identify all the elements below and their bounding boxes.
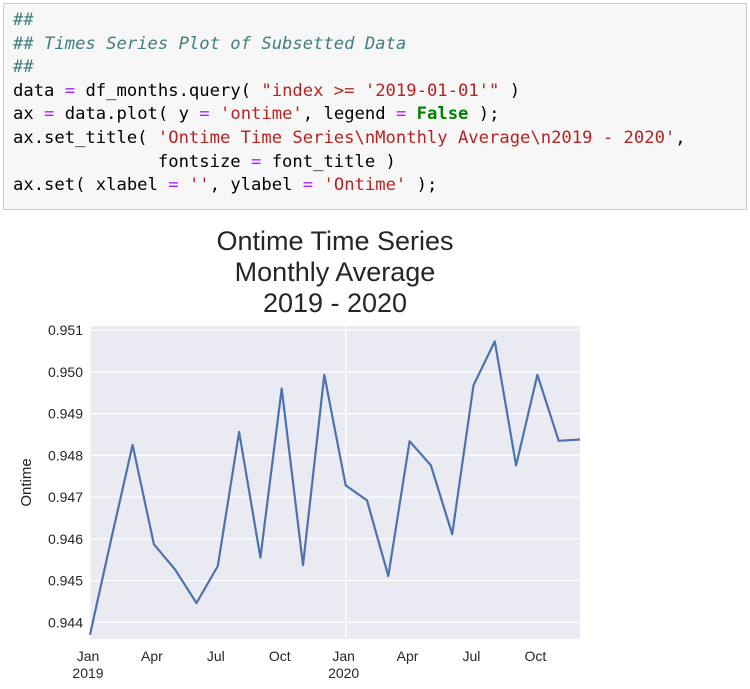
code-token: df_months.query(: [75, 81, 261, 101]
x-tick-year-label: 2019: [72, 665, 103, 681]
code-token: ): [499, 81, 520, 101]
code-token: 'Ontime Time Series\nMonthly Average\n20…: [158, 128, 675, 148]
code-token: 'ontime': [220, 104, 303, 124]
x-tick-label: Jul: [207, 648, 225, 664]
code-line: ## Times Series Plot of Subsetted Data: [13, 33, 746, 57]
y-tick-label: 0.944: [48, 614, 83, 630]
y-tick-label: 0.951: [48, 322, 83, 338]
y-tick-label: 0.947: [48, 489, 83, 505]
code-token: ##: [13, 57, 34, 77]
y-tick-label: 0.948: [48, 447, 83, 463]
code-token: [406, 104, 416, 124]
code-token: [313, 175, 323, 195]
code-token: ax: [13, 104, 44, 124]
code-block: ## ## Times Series Plot of Subsetted Data…: [13, 9, 746, 198]
code-token: data.plot( y: [54, 104, 199, 124]
plot-area: [90, 326, 580, 639]
code-token: );: [468, 104, 499, 124]
code-token: ## Times Series Plot of Subsetted Data: [13, 34, 406, 54]
x-tick-label: Jan: [77, 648, 100, 664]
chart-title-line: 2019 - 2020: [263, 288, 407, 318]
code-token: =: [44, 104, 54, 124]
code-token: =: [303, 175, 313, 195]
code-token: "index >= '2019-01-01'": [261, 81, 499, 101]
code-token: =: [65, 81, 75, 101]
code-token: =: [168, 175, 178, 195]
code-token: data: [13, 81, 65, 101]
code-line: ax.set( xlabel = '', ylabel = 'Ontime' )…: [13, 174, 746, 198]
chart-title-line: Monthly Average: [235, 257, 436, 287]
y-tick-label: 0.949: [48, 406, 83, 422]
code-token: ax.set( xlabel: [13, 175, 168, 195]
code-token: =: [396, 104, 406, 124]
x-tick-label: Apr: [141, 648, 163, 664]
code-token: False: [417, 104, 469, 124]
code-line: ax = data.plot( y = 'ontime', legend = F…: [13, 103, 746, 127]
y-tick-label: 0.945: [48, 573, 83, 589]
x-tick-label: Oct: [525, 648, 547, 664]
code-token: ##: [13, 10, 34, 30]
x-tick-label: Jan: [332, 648, 355, 664]
x-tick-label: Apr: [397, 648, 419, 664]
code-token: [179, 175, 189, 195]
code-line: fontsize = font_title ): [13, 151, 746, 175]
code-line: ax.set_title( 'Ontime Time Series\nMonth…: [13, 127, 746, 151]
code-token: , ylabel: [210, 175, 303, 195]
code-token: 'Ontime': [324, 175, 407, 195]
code-cell[interactable]: ## ## Times Series Plot of Subsetted Data…: [3, 3, 747, 210]
code-token: , legend: [303, 104, 396, 124]
code-line: ##: [13, 9, 746, 33]
code-token: [210, 104, 220, 124]
code-token: ,: [675, 128, 685, 148]
code-line: ##: [13, 56, 746, 80]
y-tick-label: 0.950: [48, 364, 83, 380]
x-tick-label: Oct: [269, 648, 291, 664]
code-token: fontsize: [13, 152, 251, 172]
code-line: data = df_months.query( "index >= '2019-…: [13, 80, 746, 104]
code-token: ax.set_title(: [13, 128, 158, 148]
code-token: =: [251, 152, 261, 172]
chart-title-line: Ontime Time Series: [216, 226, 453, 256]
y-axis-label: Ontime: [18, 458, 35, 506]
code-token: =: [199, 104, 209, 124]
x-tick-year-label: 2020: [328, 665, 359, 681]
code-token: '': [189, 175, 210, 195]
y-tick-label: 0.946: [48, 531, 83, 547]
code-token: );: [406, 175, 437, 195]
code-token: font_title ): [261, 152, 396, 172]
y-axis-ticks: 0.944 0.945 0.946 0.947 0.948 0.949 0.950 0.951: [48, 322, 83, 630]
x-tick-label: Jul: [463, 648, 481, 664]
